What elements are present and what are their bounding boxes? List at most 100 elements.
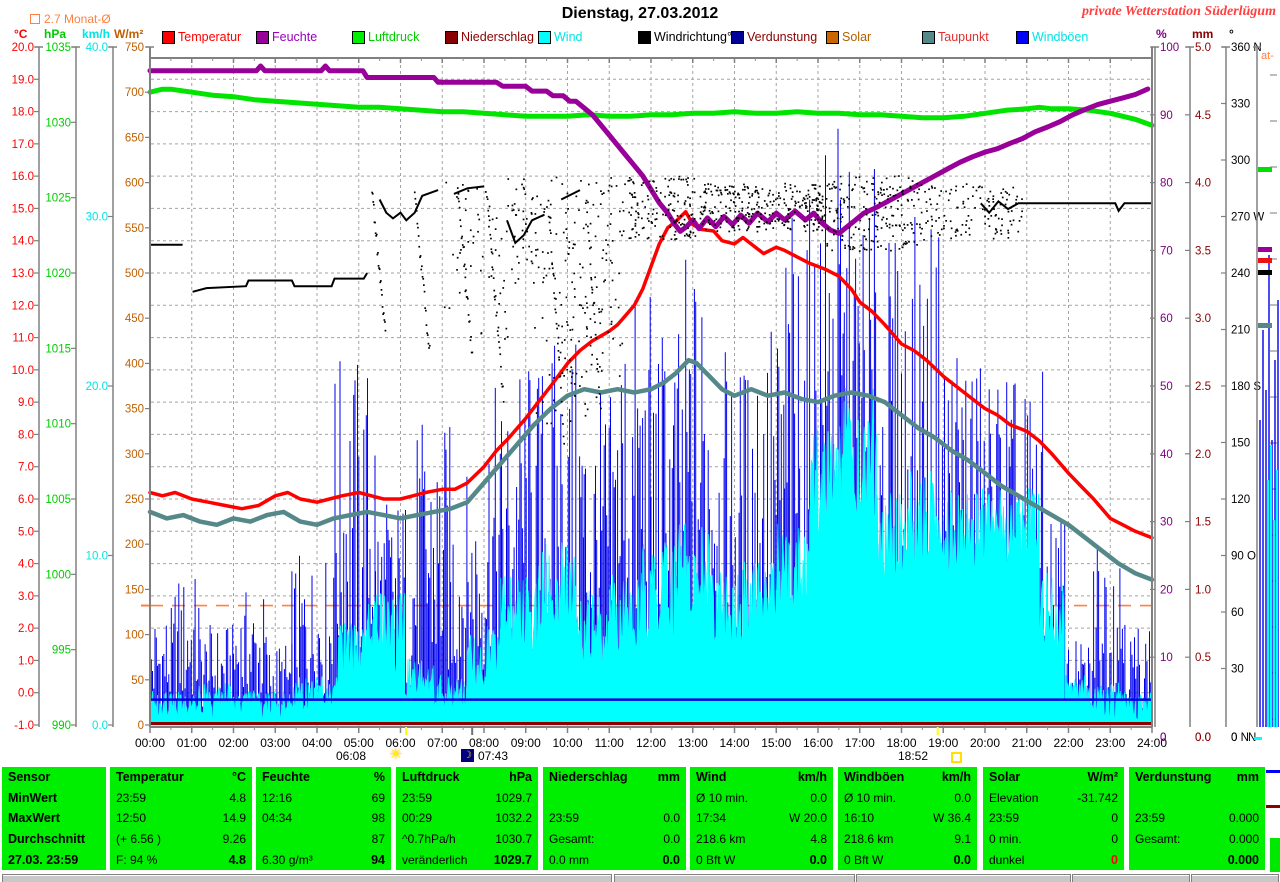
axis-tick-label: 11.0 bbox=[12, 333, 34, 345]
windrichtung-dot bbox=[903, 223, 905, 226]
windrichtung-dot bbox=[689, 197, 691, 200]
windrichtung-dot bbox=[651, 222, 653, 224]
windrichtung-dot bbox=[992, 195, 995, 198]
windrichtung-dot bbox=[597, 215, 600, 218]
windrichtung-dot bbox=[584, 403, 586, 405]
windrichtung-dot bbox=[534, 327, 536, 329]
windrichtung-dot bbox=[776, 197, 779, 200]
cell-right-value: 0.0 bbox=[662, 852, 680, 867]
windrichtung-dot bbox=[553, 377, 555, 379]
windrichtung-dot bbox=[968, 233, 971, 236]
windrichtung-dot bbox=[833, 233, 835, 236]
cell-right-value: 98 bbox=[371, 811, 385, 826]
table-cell-row: 0 Bft W 0.0 bbox=[690, 849, 833, 870]
windrichtung-dot bbox=[707, 183, 709, 185]
windrichtung-dot bbox=[875, 225, 877, 227]
windrichtung-dot bbox=[917, 198, 920, 201]
windrichtung-dot bbox=[382, 312, 385, 314]
windrichtung-dot bbox=[673, 220, 675, 223]
windrichtung-dot bbox=[851, 248, 854, 251]
axis-tick-label: 150 bbox=[125, 584, 144, 596]
windrichtung-dot bbox=[654, 218, 657, 221]
windrichtung-dot bbox=[456, 256, 459, 259]
windrichtung-dot bbox=[995, 228, 997, 230]
windrichtung-dot bbox=[879, 191, 882, 194]
mini-average-mark bbox=[1258, 270, 1272, 275]
windrichtung-dot bbox=[769, 200, 772, 203]
windrichtung-dot bbox=[563, 442, 565, 445]
windrichtung-line bbox=[560, 189, 581, 201]
windrichtung-dot bbox=[563, 375, 565, 377]
sun-event-time: 07:43 bbox=[478, 749, 509, 763]
windrichtung-dot bbox=[732, 192, 734, 195]
table-cell-row: 218.6 km 9.1 bbox=[838, 829, 977, 850]
windrichtung-dot bbox=[919, 223, 921, 226]
windrichtung-dot bbox=[661, 235, 664, 237]
windrichtung-dot bbox=[794, 204, 796, 207]
column-title: Temperatur bbox=[116, 770, 184, 785]
windrichtung-dot bbox=[981, 186, 983, 189]
windrichtung-dot bbox=[505, 230, 508, 233]
windrichtung-dot bbox=[827, 227, 829, 230]
windrichtung-dot bbox=[784, 186, 786, 188]
windrichtung-dot bbox=[870, 239, 873, 242]
windrichtung-dot bbox=[1018, 220, 1021, 222]
axis-tick-label: 1030 bbox=[45, 117, 71, 129]
windrichtung-dot bbox=[745, 214, 747, 216]
table-column-header: Temperatur °C bbox=[110, 767, 252, 788]
windrichtung-dot bbox=[931, 187, 934, 189]
windrichtung-dot bbox=[805, 194, 808, 197]
windrichtung-dot bbox=[464, 290, 467, 293]
windrichtung-dot bbox=[559, 351, 562, 354]
windrichtung-dot bbox=[833, 220, 835, 223]
cell-right-value: 1029.7 bbox=[495, 790, 532, 805]
windrichtung-dot bbox=[771, 204, 774, 206]
windrichtung-dot bbox=[810, 219, 813, 221]
table-cell-row: (+ 6.56 ) 9.26 bbox=[110, 829, 252, 850]
windrichtung-dot bbox=[566, 237, 568, 239]
windrichtung-dot bbox=[601, 308, 604, 311]
axis-tick-label: 12.0 bbox=[12, 300, 34, 312]
windrichtung-dot bbox=[741, 209, 743, 212]
windrichtung-dot bbox=[725, 220, 728, 223]
windrichtung-dot bbox=[382, 313, 384, 315]
windrichtung-dot bbox=[934, 187, 936, 189]
windrichtung-dot bbox=[811, 201, 814, 204]
axis-tick-label: 18.0 bbox=[12, 107, 34, 119]
windrichtung-dot bbox=[491, 252, 494, 255]
windrichtung-dot bbox=[554, 277, 556, 280]
windrichtung-dot bbox=[513, 203, 516, 205]
windrichtung-dot bbox=[868, 228, 870, 231]
windrichtung-dot bbox=[865, 208, 867, 210]
windrichtung-dot bbox=[593, 301, 596, 304]
mini-axis-cyan-mark bbox=[1254, 737, 1262, 740]
windrichtung-dot bbox=[956, 230, 959, 232]
windrichtung-dot bbox=[549, 203, 552, 206]
windrichtung-dot bbox=[935, 220, 937, 222]
windrichtung-dot bbox=[578, 340, 580, 343]
windrichtung-dot bbox=[494, 298, 496, 301]
windrichtung-dot bbox=[844, 244, 846, 247]
windrichtung-dot bbox=[716, 189, 719, 192]
windrichtung-dot bbox=[428, 347, 430, 349]
windrichtung-dot bbox=[566, 192, 569, 195]
windrichtung-dot bbox=[561, 325, 563, 328]
windrichtung-dot bbox=[493, 296, 496, 298]
windrichtung-dot bbox=[858, 176, 861, 179]
table-cell-row: 00:29 1032.2 bbox=[396, 808, 538, 829]
windrichtung-dot bbox=[560, 386, 562, 389]
cell-left-value: Ø 10 min. bbox=[696, 790, 749, 805]
windrichtung-dot bbox=[815, 198, 817, 200]
axis-tick-label: 210 bbox=[1231, 325, 1250, 337]
windrichtung-dot bbox=[641, 200, 644, 203]
windrichtung-dot bbox=[715, 218, 718, 221]
windrichtung-dot bbox=[531, 262, 534, 265]
windrichtung-dot bbox=[419, 256, 421, 259]
windrichtung-dot bbox=[975, 189, 978, 192]
windrichtung-dot bbox=[938, 234, 941, 236]
windrichtung-dot bbox=[578, 209, 580, 211]
windrichtung-dot bbox=[778, 203, 780, 206]
table-column-header: Verdunstung mm bbox=[1129, 767, 1265, 788]
windrichtung-dot bbox=[900, 204, 903, 207]
windrichtung-dot bbox=[598, 393, 601, 395]
